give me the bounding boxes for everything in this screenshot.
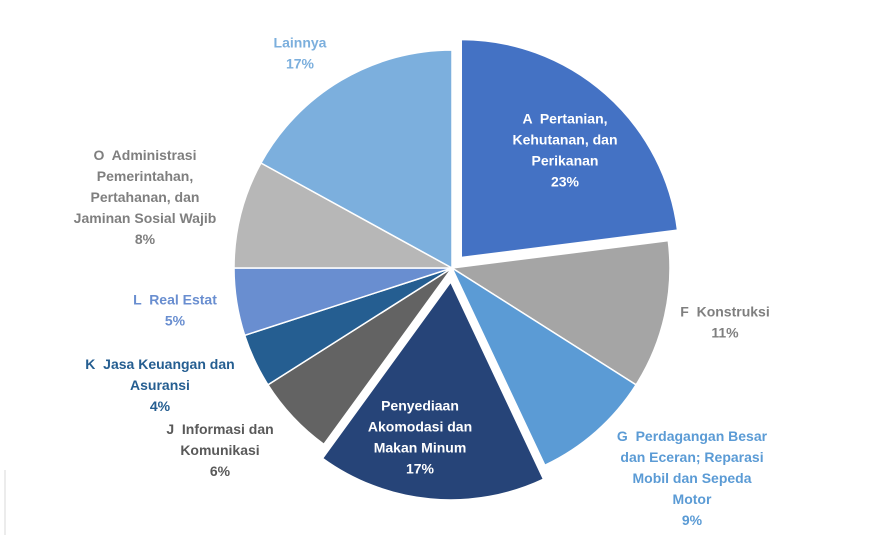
slice-label-line: Mobil dan Sepeda: [632, 470, 751, 486]
slice-label: Penyediaan Akomodasi dan Makan Minum: [368, 398, 472, 456]
slice-label-line: L Real Estat: [133, 292, 217, 308]
pie-slice: [233, 161, 453, 269]
value-label: 6%: [210, 463, 231, 479]
slice-label-line: Makan Minum: [374, 440, 467, 456]
slice-label-line: Pemerintahan,: [97, 168, 193, 184]
slice-label-line: Akomodasi dan: [368, 419, 472, 435]
value-label: 17%: [406, 461, 435, 477]
pie-slice: [321, 280, 545, 501]
slice-label: F Konstruksi: [680, 304, 769, 320]
pie-slice: [449, 239, 671, 386]
slice-label: G Perdagangan Besar dan Eceran; Reparasi M…: [617, 428, 768, 507]
value-label: 8%: [135, 231, 156, 247]
slice-label-line: Pertahanan, dan: [91, 189, 200, 205]
value-label: 11%: [711, 325, 739, 341]
slice-label: O Administrasi Pemerintahan, Pertahanan, d…: [74, 147, 217, 226]
slice-label-line: Motor: [673, 491, 712, 507]
value-label: 4%: [150, 398, 171, 414]
slice-label-line: Kehutanan, dan: [512, 132, 617, 148]
value-label: 17%: [286, 56, 315, 72]
value-label: 9%: [682, 512, 703, 528]
slice-label-line: F Konstruksi: [680, 304, 769, 320]
slice-label-line: O Administrasi: [94, 147, 197, 163]
value-label: 5%: [165, 313, 186, 329]
slice-label: L Real Estat: [133, 292, 217, 308]
slice-label-line: Asuransi: [130, 377, 190, 393]
slice-label: K Jasa Keuangan dan Asuransi: [85, 356, 234, 393]
slice-label-line: Perikanan: [532, 153, 599, 169]
slice-label-line: Lainnya: [274, 35, 327, 51]
value-label: 23%: [551, 174, 580, 190]
slice-label-line: G Perdagangan Besar: [617, 428, 768, 444]
slice-label-line: K Jasa Keuangan dan: [85, 356, 234, 372]
slice-label-line: dan Eceran; Reparasi: [620, 449, 763, 465]
slice-label: A Pertanian, Kehutanan, dan Perikanan: [512, 111, 617, 169]
slice-label-line: J Informasi dan: [166, 421, 273, 437]
slice-label-line: A Pertanian,: [522, 111, 607, 127]
slice-label-line: Penyediaan: [381, 398, 459, 414]
pie-slice: [460, 38, 679, 259]
slice-label-line: Komunikasi: [180, 442, 259, 458]
slice-label-line: Jaminan Sosial Wajib: [74, 210, 217, 226]
slice-label: J Informasi dan Komunikasi: [166, 421, 273, 458]
slice-label: Lainnya: [274, 35, 327, 51]
pie-slice: [259, 49, 453, 270]
pie-slice: [450, 265, 638, 467]
